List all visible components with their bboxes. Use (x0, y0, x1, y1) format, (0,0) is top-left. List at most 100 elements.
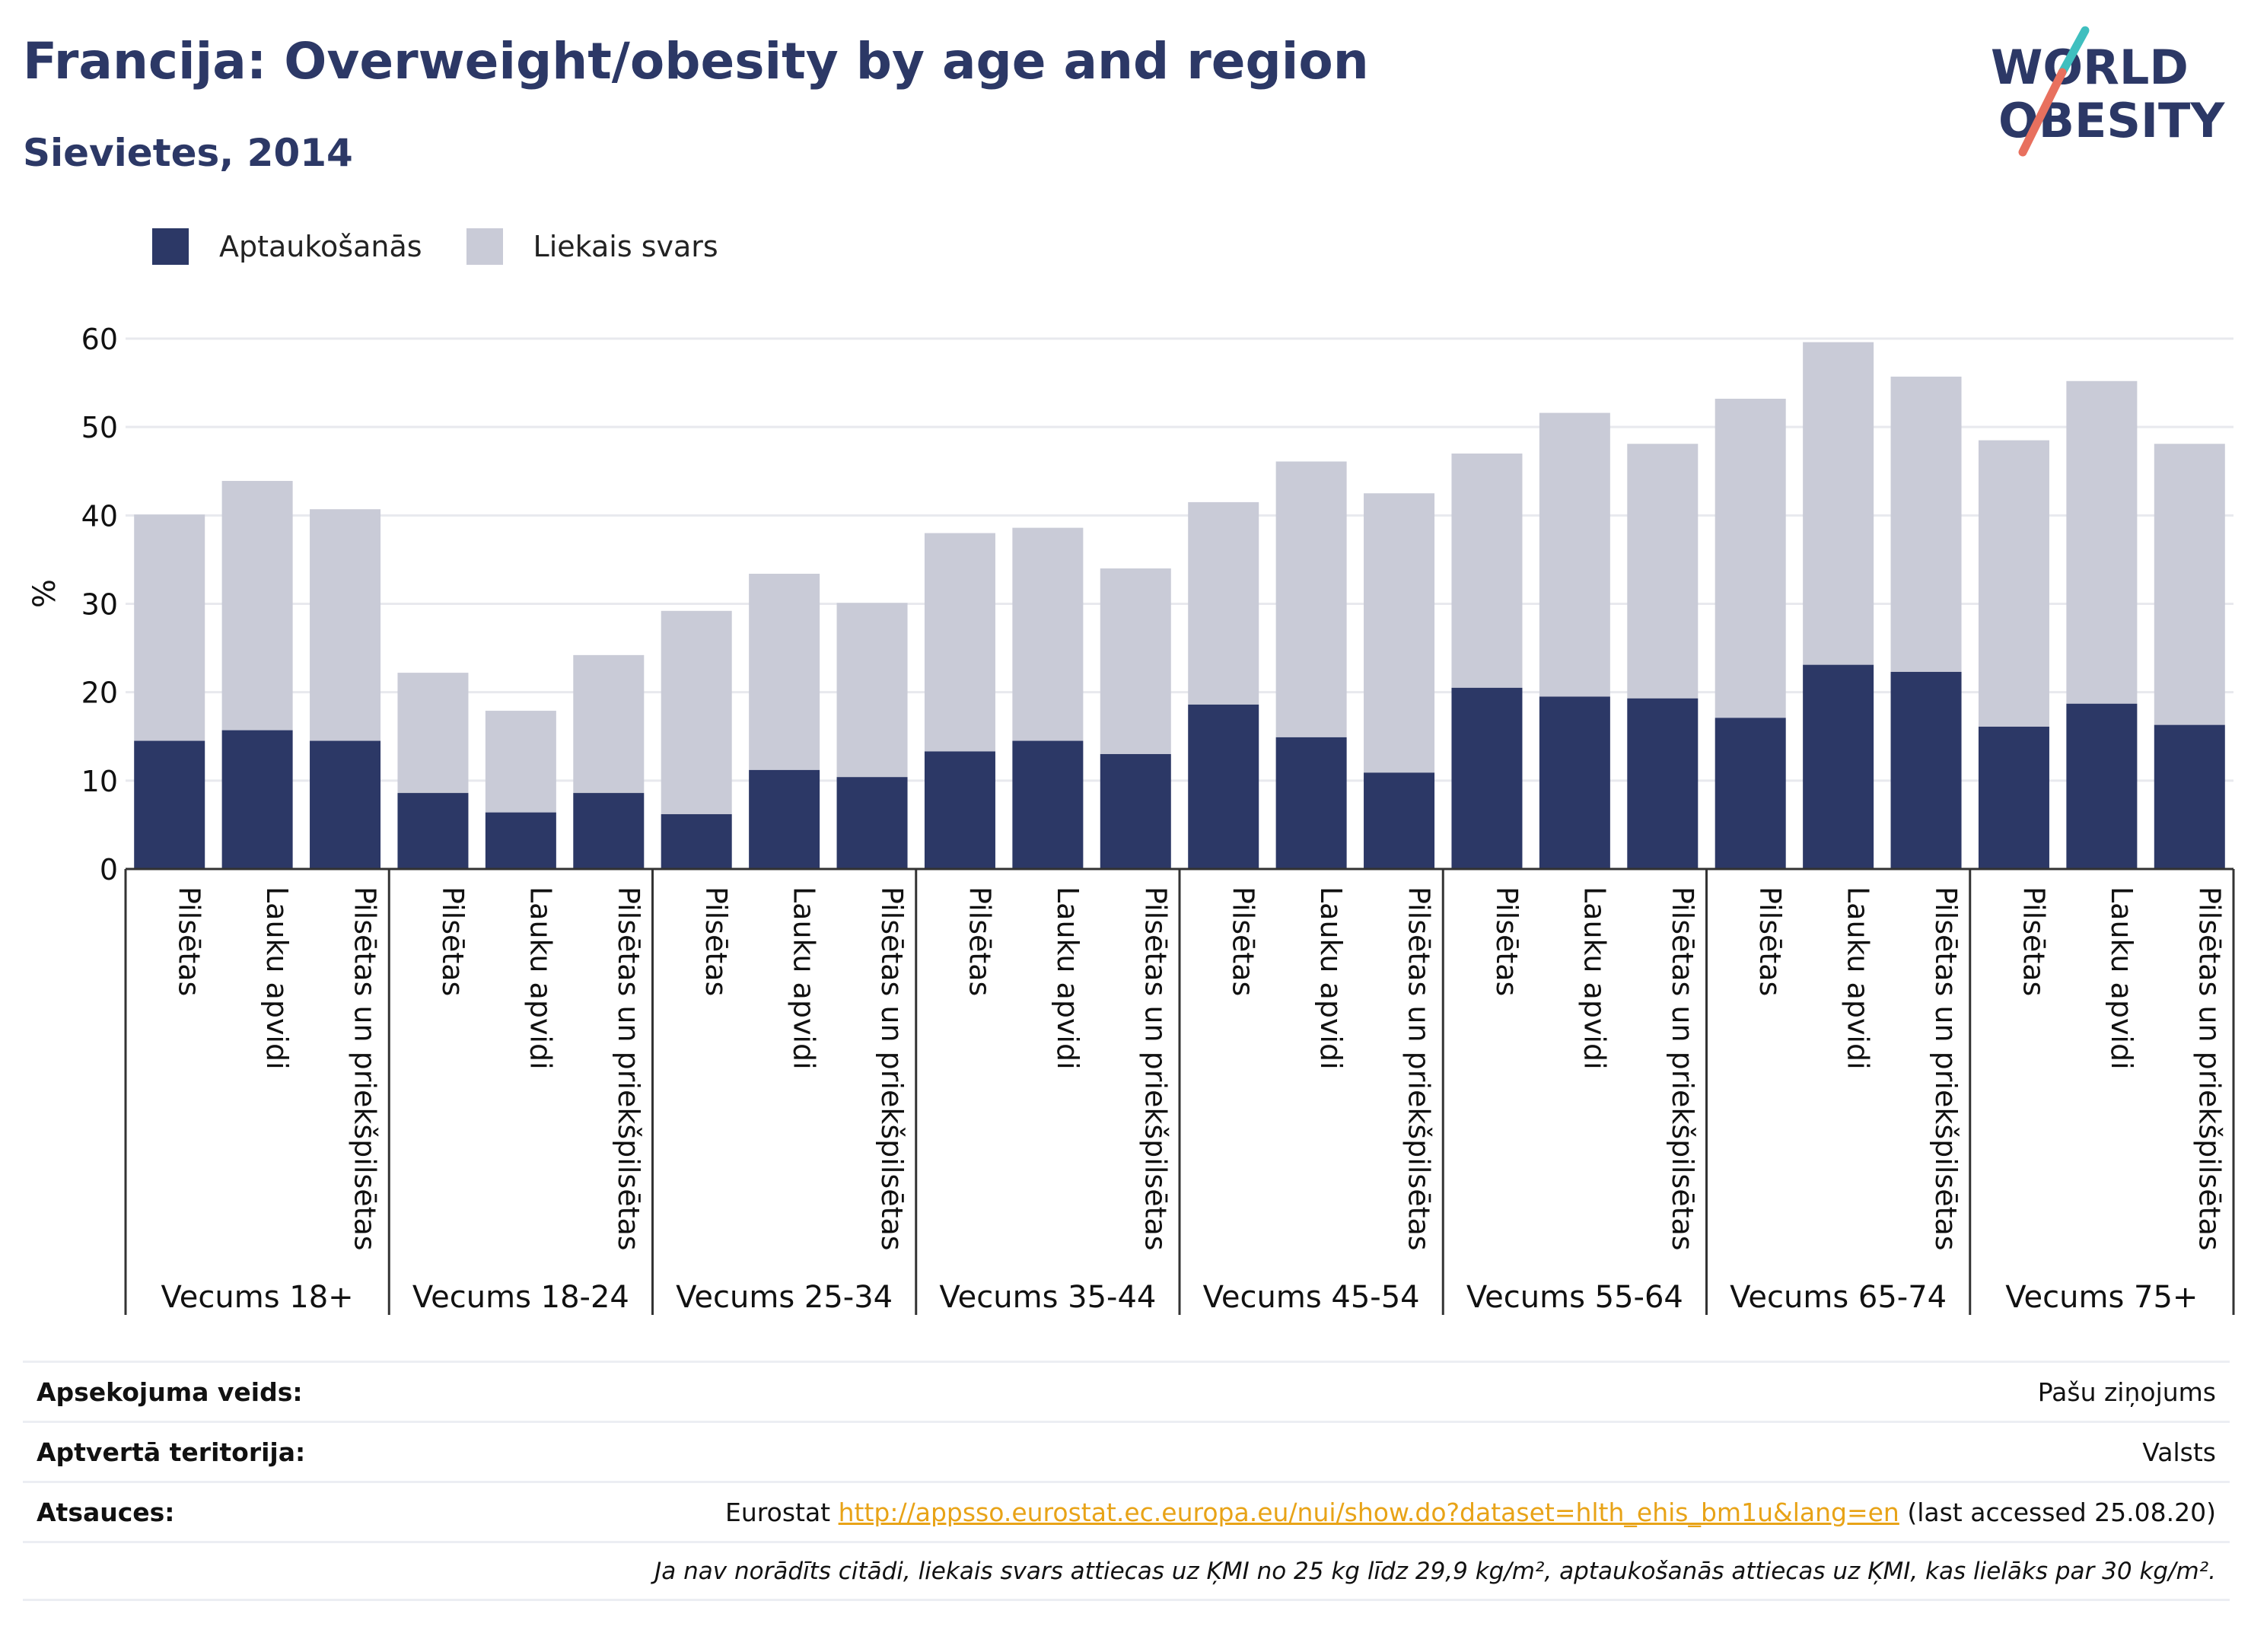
x-tick-label: Lauku apvidi (260, 886, 294, 1070)
references-source: Eurostat (725, 1497, 839, 1527)
bar-overweight (397, 673, 469, 794)
y-tick-label: 30 (81, 588, 118, 622)
x-tick-label: Pilsētas (436, 886, 470, 996)
bar-overweight (1188, 501, 1259, 705)
info-table: Apsekojuma veids: Pašu ziņojums Aptvertā… (23, 1361, 2230, 1601)
bar-overweight (1451, 454, 1523, 688)
territory-label: Aptvertā teritorija: (37, 1437, 306, 1467)
bars (134, 342, 2225, 869)
x-tick-label: Pilsētas un priekšpilsētas (1138, 886, 1172, 1251)
bar-obesity (1539, 696, 1610, 869)
bar-obesity (1188, 704, 1259, 869)
territory-value: Valsts (2142, 1437, 2216, 1467)
bar-overweight (1715, 398, 1786, 718)
group-label: Vecums 18-24 (412, 1280, 629, 1315)
world-obesity-logo: WORLD OBESITY (1991, 26, 2225, 157)
x-tick-labels: Pilsētas Lauku apvidi Pilsētas un priekšpi… (173, 886, 2227, 1251)
bar-obesity (2066, 703, 2138, 869)
bar-overweight (749, 574, 820, 770)
axes (124, 867, 2235, 1315)
bar-overweight (1890, 376, 1962, 672)
x-tick-label: Lauku apvidi (1842, 886, 1875, 1070)
bar-obesity (661, 813, 732, 869)
x-tick-label: Lauku apvidi (1051, 886, 1084, 1070)
group-label: Vecums 45-54 (1203, 1280, 1420, 1315)
group-label: Vecums 75+ (2005, 1280, 2198, 1315)
bar-obesity (749, 769, 820, 869)
x-tick-label: Pilsētas (963, 886, 996, 996)
bar-overweight (221, 481, 293, 731)
bar-overweight (1803, 342, 1874, 665)
bar-obesity (1012, 740, 1084, 869)
bar-overweight (1100, 568, 1171, 754)
bar-overweight (661, 610, 732, 814)
bar-obesity (310, 740, 381, 869)
bar-obesity (134, 740, 205, 869)
bar-obesity (485, 812, 556, 869)
x-tick-label: Pilsētas (699, 886, 733, 996)
group-label: Vecums 18+ (161, 1280, 354, 1315)
x-tick-label: Lauku apvidi (1578, 886, 1611, 1070)
bar-obesity (1890, 671, 1962, 869)
y-axis-label: % (27, 579, 62, 608)
bmi-definition-note: Ja nav norādīts citādi, liekais svars at… (654, 1557, 2216, 1585)
x-tick-label: Pilsētas (2017, 886, 2050, 996)
x-tick-label: Pilsētas un priekšpilsētas (2192, 886, 2226, 1251)
bar-overweight (836, 603, 908, 778)
y-tick-label: 0 (100, 853, 118, 886)
bar-overweight (1978, 440, 2049, 727)
x-tick-label: Lauku apvidi (1314, 886, 1348, 1070)
bar-overweight (1627, 444, 1699, 699)
bar-overweight (2066, 380, 2138, 704)
bar-obesity (1715, 718, 1786, 869)
y-tick-label: 50 (81, 411, 118, 444)
bar-obesity (573, 793, 645, 869)
x-tick-label: Lauku apvidi (2105, 886, 2138, 1070)
group-label: Vecums 55-64 (1466, 1280, 1683, 1315)
legend-item-overweight[interactable]: Liekais svars (466, 228, 718, 265)
y-tick-label: 60 (81, 323, 118, 356)
info-row-territory: Aptvertā teritorija: Valsts (23, 1421, 2230, 1481)
x-tick-label: Pilsētas un priekšpilsētas (875, 886, 909, 1251)
bar-obesity (924, 751, 995, 869)
bar-obesity (2154, 724, 2225, 869)
bar-obesity (1364, 772, 1435, 869)
bar-obesity (1978, 726, 2049, 869)
logo-text-world: WORLD (1991, 40, 2189, 95)
group-labels: Vecums 18+ Vecums 18-24 Vecums 25-34 Vecums… (161, 1280, 2198, 1315)
x-tick-label: Pilsētas (1753, 886, 1787, 996)
bar-overweight (924, 533, 995, 752)
survey-type-label: Apsekojuma veids: (37, 1377, 303, 1407)
legend-item-obesity[interactable]: Aptaukošanās (152, 228, 422, 265)
bar-obesity (1275, 737, 1347, 869)
page-title: Francija: Overweight/obesity by age and … (23, 32, 1369, 91)
bar-obesity (1100, 753, 1171, 869)
bar-obesity (1627, 698, 1699, 869)
x-tick-label: Lauku apvidi (524, 886, 557, 1070)
legend-swatch-obesity (152, 228, 189, 265)
x-tick-label: Pilsētas un priekšpilsētas (1666, 886, 1699, 1251)
x-tick-label: Pilsētas (173, 886, 206, 996)
references-value: Eurostat http://appsso.eurostat.ec.europ… (725, 1498, 2216, 1527)
bar-overweight (1012, 527, 1084, 741)
references-link[interactable]: http://appsso.eurostat.ec.europa.eu/nui/… (838, 1497, 1899, 1527)
group-label: Vecums 25-34 (676, 1280, 893, 1315)
x-tick-label: Pilsētas un priekšpilsētas (612, 886, 645, 1251)
y-tick-label: 10 (81, 765, 118, 798)
legend-swatch-overweight (466, 228, 503, 265)
info-row-survey: Apsekojuma veids: Pašu ziņojums (23, 1361, 2230, 1421)
x-tick-label: Pilsētas (1227, 886, 1260, 996)
bar-obesity (397, 793, 469, 869)
bar-overweight (485, 711, 556, 813)
bar-obesity (221, 730, 293, 869)
chart-legend: Aptaukošanās Liekais svars (152, 225, 763, 268)
info-row-references: Atsauces: Eurostat http://appsso.eurosta… (23, 1481, 2230, 1541)
x-tick-label: Lauku apvidi (788, 886, 821, 1070)
y-tick-label: 40 (81, 499, 118, 533)
bar-overweight (134, 514, 205, 741)
info-row-note: Ja nav norādīts citādi, liekais svars at… (23, 1541, 2230, 1601)
bar-overweight (1364, 493, 1435, 773)
y-tick-label: 20 (81, 676, 118, 710)
bar-overweight (1539, 412, 1610, 697)
